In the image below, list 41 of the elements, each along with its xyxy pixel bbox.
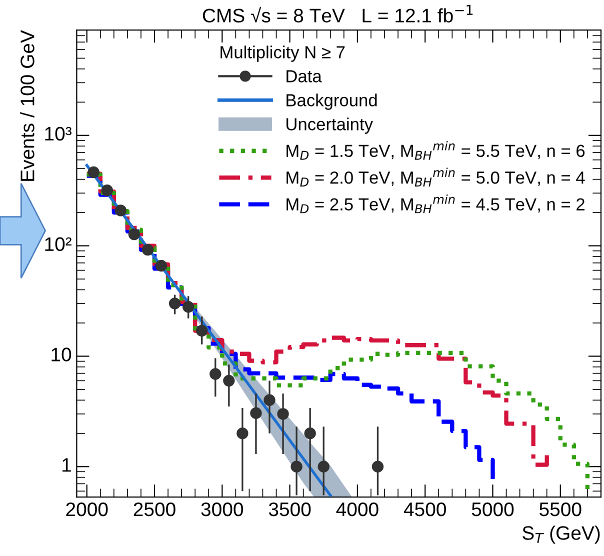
point <box>264 394 276 406</box>
y-tick-label: 1 <box>62 458 71 472</box>
point <box>155 260 168 272</box>
point <box>128 228 140 240</box>
legend-label: Background <box>286 94 377 110</box>
point <box>304 428 316 440</box>
point <box>182 300 194 313</box>
point <box>114 204 127 216</box>
point <box>372 460 384 472</box>
legend-label: Data <box>286 70 322 82</box>
y-tick-label: 10³ <box>45 126 72 141</box>
point <box>142 244 154 256</box>
y-tick-label: 10² <box>45 237 72 252</box>
x-tick-label: 5000 <box>472 502 514 516</box>
legend-label: M$_{D}$ = 1.5 TeV, M$_{BH}$$^{min}$ = 5.5 TeV, n = 6 <box>286 140 585 160</box>
x-tick-label: 4000 <box>336 502 378 516</box>
x-tick-label: 4500 <box>404 502 446 516</box>
point <box>318 460 330 472</box>
point <box>88 166 100 178</box>
point <box>168 298 181 310</box>
point <box>196 324 208 337</box>
x-tick-label: 3000 <box>201 502 244 516</box>
x-tick-label: 2000 <box>66 502 108 516</box>
y-tick-label: 10 <box>52 348 72 362</box>
legend-title: Multiplicity N ≥ 7 <box>220 46 345 62</box>
y-axis-title: Events / 100 GeV <box>20 30 34 181</box>
x-tick-label: 2500 <box>134 502 176 516</box>
x-tick-label: 3500 <box>268 502 311 516</box>
x-axis-title: S$_{T}$ (GeV) <box>522 526 600 544</box>
x-tick-label: 5500 <box>540 502 582 516</box>
point <box>277 408 289 420</box>
point <box>210 368 222 380</box>
point <box>101 184 113 196</box>
point <box>250 407 262 419</box>
legend-label: M$_{D}$ = 2.0 TeV, M$_{BH}$$^{min}$ = 5.0 TeV, n = 4 <box>286 168 585 186</box>
legend-label: Uncertainty <box>286 118 373 134</box>
point <box>236 428 248 440</box>
point <box>223 374 235 387</box>
legend-label: M$_{D}$ = 2.5 TeV, M$_{BH}$$^{min}$ = 4.5 TeV, n = 2 <box>286 194 584 214</box>
chart-title: CMS √s = 8 TeV L = 12.1 fb$^{−1}$ <box>202 4 473 22</box>
point <box>290 460 302 472</box>
